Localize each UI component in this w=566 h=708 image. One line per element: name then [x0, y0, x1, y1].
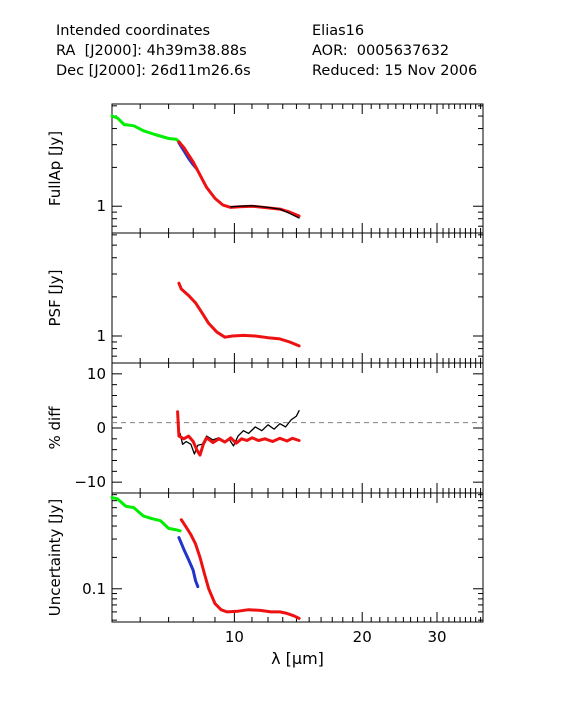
panel-4-series-green	[110, 496, 182, 533]
x-axis-label: λ [μm]	[271, 649, 324, 668]
header-aor: AOR: 0005637632	[312, 43, 450, 59]
panel-4-series-blue	[177, 536, 200, 589]
panel-3-frame	[111, 362, 484, 494]
header-intended-label: Intended coordinates	[56, 23, 211, 39]
panel-4-frame	[111, 492, 484, 623]
panel-3-ylabel: % diff	[46, 406, 64, 450]
panel-3-ytick-label-0: 0	[96, 419, 106, 437]
panel-1-frame	[111, 103, 484, 234]
header-object-name: Elias16	[312, 23, 365, 39]
x-tick-label-20: 20	[353, 628, 372, 646]
panel-2-ylabel: PSF [Jy]	[46, 270, 64, 327]
panel-1-ytick-label-1: 1	[96, 197, 106, 215]
panel-3-ytick-label-10: 10	[87, 365, 106, 383]
x-tick-label-10: 10	[225, 628, 244, 646]
panel-3-series-black	[179, 410, 300, 455]
panel-2-frame	[111, 232, 484, 364]
panel-3-series-red	[176, 410, 301, 457]
panel-1-series-red	[177, 140, 301, 218]
header-reduced-date: Reduced: 15 Nov 2006	[312, 63, 478, 79]
panel-1-ylabel: FullAp [Jy]	[46, 131, 64, 206]
panel-2-ytick-label-1: 1	[96, 327, 106, 345]
panel-1-series-green	[110, 114, 182, 145]
panel-4-series-red	[179, 518, 301, 620]
header-dec: Dec [J2000]: 26d11m26.6s	[56, 63, 251, 79]
x-tick-label-30: 30	[427, 628, 446, 646]
panel-3-ytick-label-10: −10	[74, 473, 106, 491]
panel-2-series-red	[177, 281, 301, 348]
panel-4-ylabel: Uncertainty [Jy]	[46, 499, 64, 616]
panel-4-ytick-label-0-1: 0.1	[82, 580, 106, 598]
panel-1-series-black	[230, 205, 300, 219]
header-ra: RA [J2000]: 4h39m38.88s	[56, 43, 247, 59]
